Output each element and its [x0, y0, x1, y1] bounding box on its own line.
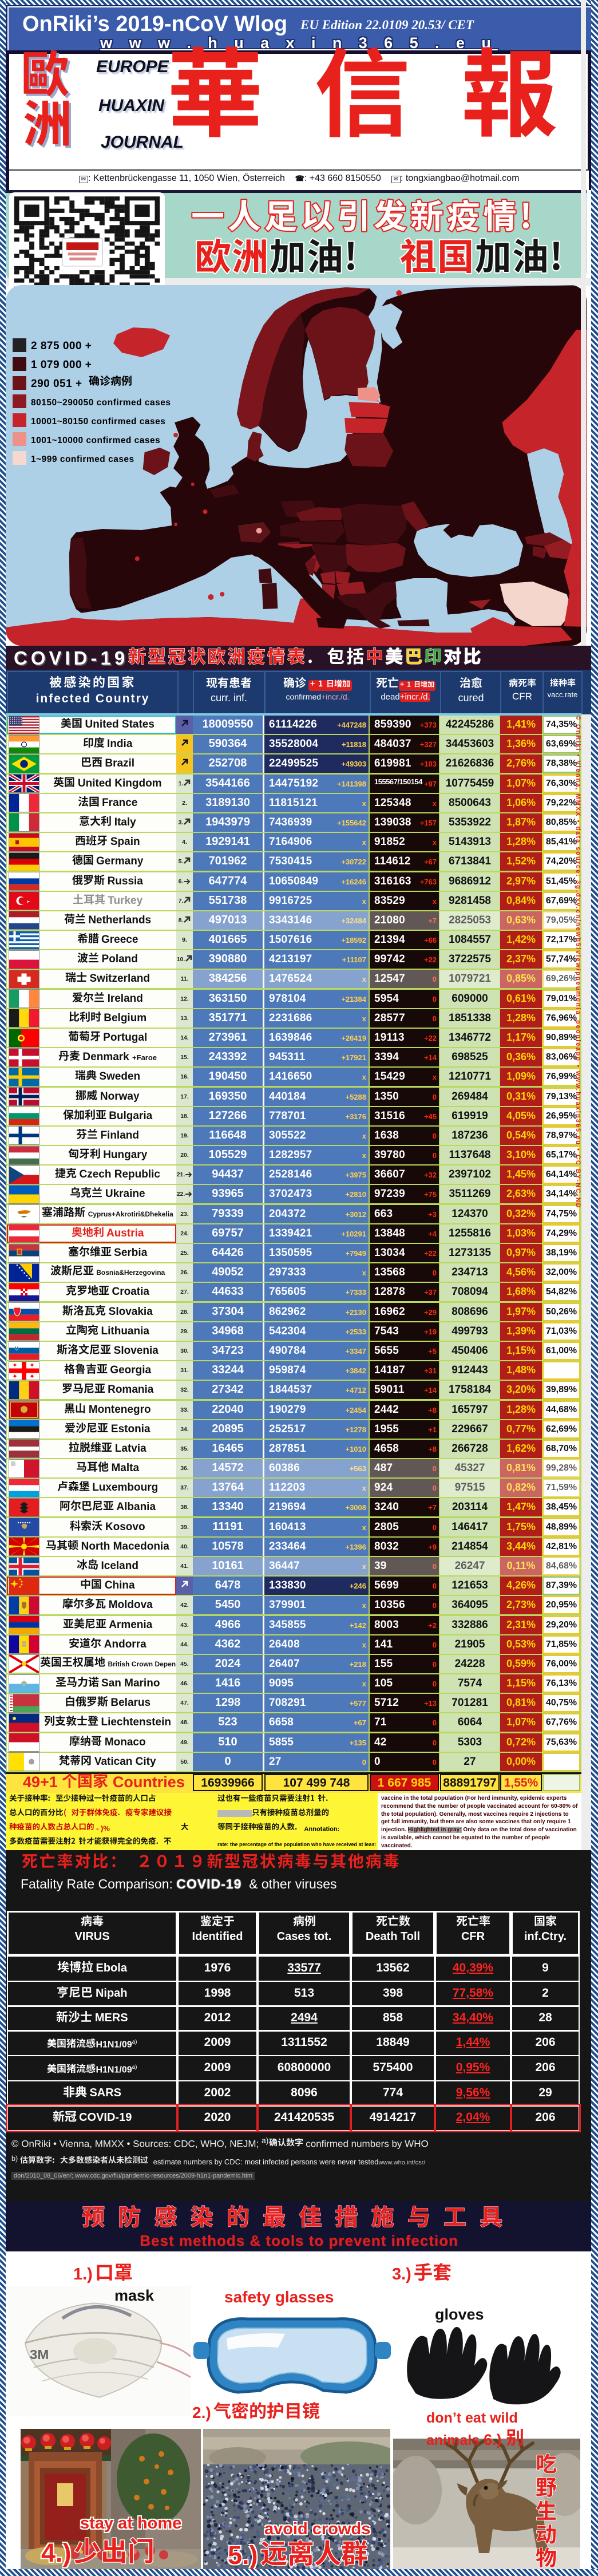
svg-text:3M: 3M — [30, 2348, 49, 2362]
